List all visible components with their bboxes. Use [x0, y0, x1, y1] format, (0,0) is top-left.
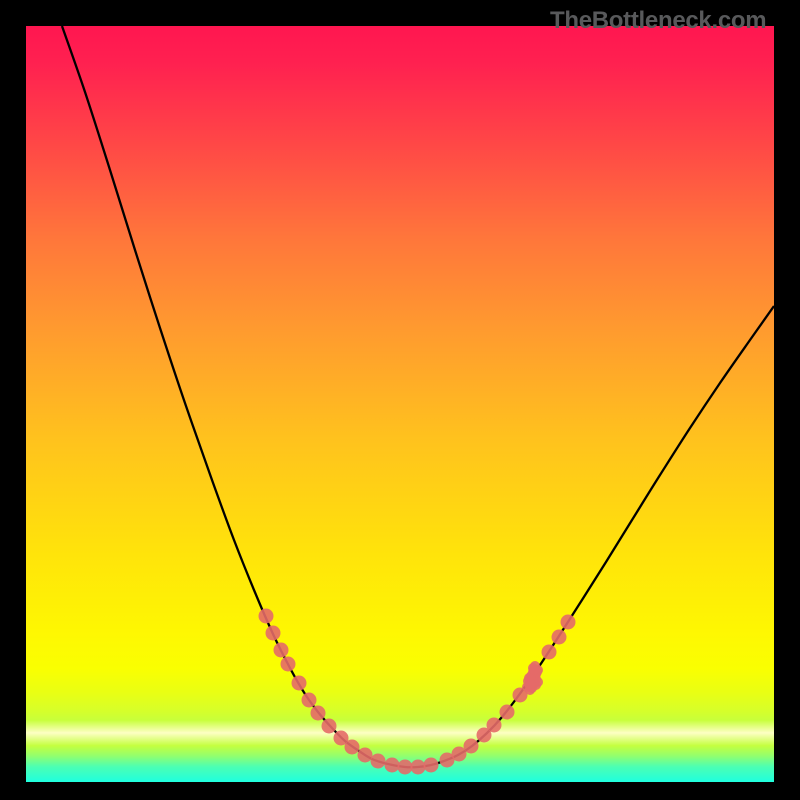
chart-border-bottom	[0, 782, 800, 800]
data-point	[500, 705, 515, 720]
data-point	[371, 754, 386, 769]
data-point	[274, 643, 289, 658]
chart-background-gradient	[26, 26, 774, 782]
data-point	[424, 758, 439, 773]
data-point	[526, 679, 536, 689]
chart-border-right	[774, 0, 800, 800]
data-point	[552, 630, 567, 645]
data-point	[311, 706, 326, 721]
data-point	[322, 719, 337, 734]
data-point	[561, 615, 576, 630]
data-point	[292, 676, 307, 691]
data-point	[385, 758, 400, 773]
data-point	[464, 739, 479, 754]
data-point	[542, 645, 557, 660]
data-point	[259, 609, 274, 624]
data-point	[302, 693, 317, 708]
watermark-label: TheBottleneck.com	[550, 7, 766, 35]
data-point	[358, 748, 373, 763]
data-point	[411, 760, 426, 775]
data-point	[266, 626, 281, 641]
data-point	[529, 665, 539, 675]
data-point	[398, 760, 413, 775]
data-point	[487, 718, 502, 733]
data-point	[345, 740, 360, 755]
data-point	[281, 657, 296, 672]
chart-border-left	[0, 0, 26, 800]
